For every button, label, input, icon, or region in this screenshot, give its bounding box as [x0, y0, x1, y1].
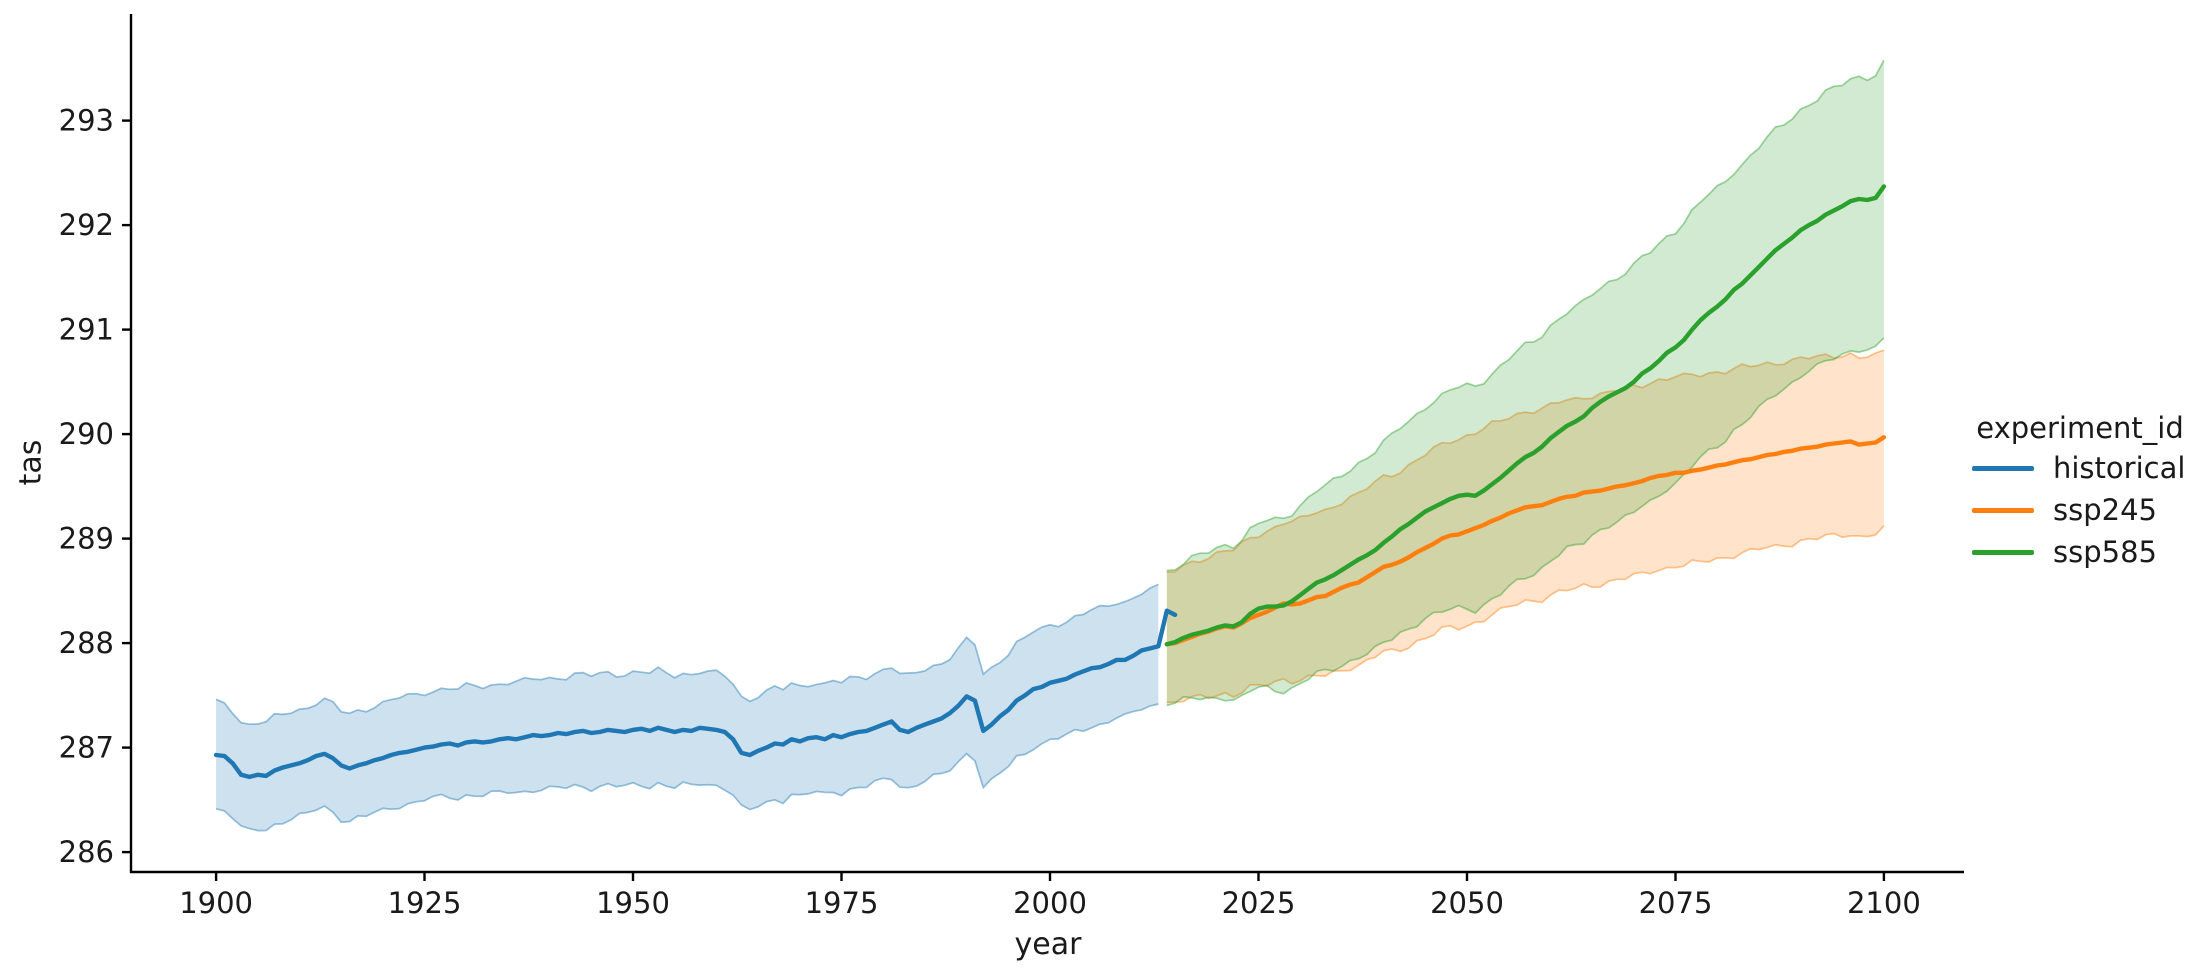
y-tick-label: 286 [59, 835, 114, 869]
historical-swatch-icon [1972, 465, 2034, 471]
y-tick-label: 292 [59, 208, 114, 242]
y-tick-label: 290 [59, 417, 114, 451]
x-tick-label: 2075 [1639, 886, 1713, 920]
x-tick-label: 1975 [805, 886, 879, 920]
y-tick-label: 289 [59, 522, 114, 556]
x-tick-label: 1900 [179, 886, 253, 920]
x-tick-label: 1950 [596, 886, 670, 920]
x-axis-label: year [1014, 927, 1082, 962]
ssp585-band [1166, 59, 1885, 707]
x-tick-label: 2000 [1013, 886, 1087, 920]
y-axis: 286 287 288 289 290 291 292 293 [59, 14, 133, 873]
legend-item-historical: historical [1972, 452, 2185, 484]
historical-line [213, 608, 1178, 780]
x-tick-label: 2050 [1430, 886, 1504, 920]
y-tick-label: 291 [59, 313, 114, 347]
legend-item-label: ssp245 [2053, 493, 2157, 527]
ssp585-swatch-icon [1972, 549, 2034, 555]
x-axis: 1900 1925 1950 1975 2000 2025 2050 2075 2100 [130, 870, 1964, 920]
legend-item-label: ssp585 [2053, 535, 2157, 569]
ssp245-swatch-icon [1972, 507, 2034, 513]
ssp245-band [1166, 349, 1885, 704]
x-tick-label: 1925 [388, 886, 462, 920]
y-tick-label: 293 [59, 104, 114, 138]
y-axis-label: tas [13, 439, 49, 486]
x-tick-label: 2100 [1847, 886, 1921, 920]
legend-item-ssp585: ssp585 [1972, 536, 2157, 568]
x-tick-label: 2025 [1222, 886, 1296, 920]
legend-title: experiment_id [1976, 411, 2184, 445]
historical-band [215, 583, 1159, 832]
legend-item-ssp245: ssp245 [1972, 494, 2157, 526]
y-tick-label: 288 [59, 626, 114, 660]
ssp585-line [1164, 184, 1887, 647]
y-tick-label: 287 [59, 731, 114, 765]
legend-item-label: historical [2053, 451, 2186, 485]
